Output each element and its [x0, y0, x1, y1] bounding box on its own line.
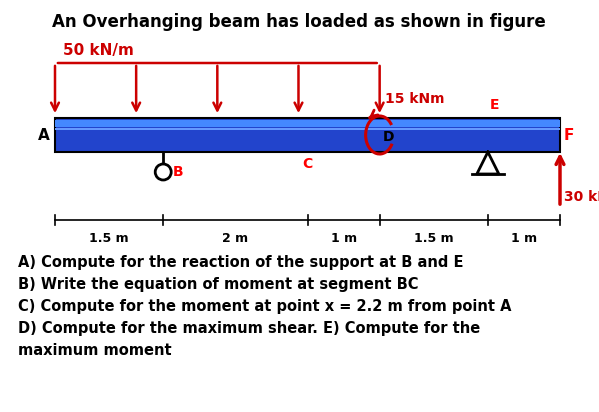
- Text: 15 kNm: 15 kNm: [385, 92, 444, 106]
- Text: D: D: [383, 130, 394, 144]
- Text: D) Compute for the maximum shear. E) Compute for the: D) Compute for the maximum shear. E) Com…: [18, 321, 480, 336]
- Text: B: B: [173, 165, 184, 179]
- Text: A) Compute for the reaction of the support at B and E: A) Compute for the reaction of the suppo…: [18, 255, 464, 270]
- Text: 1 m: 1 m: [511, 232, 537, 245]
- Text: maximum moment: maximum moment: [18, 343, 172, 358]
- Text: 1.5 m: 1.5 m: [414, 232, 453, 245]
- Text: C: C: [302, 157, 313, 171]
- Text: 50 kN/m: 50 kN/m: [63, 43, 134, 58]
- Text: F: F: [564, 127, 574, 143]
- Bar: [55, 120, 560, 127]
- Text: 1.5 m: 1.5 m: [89, 232, 129, 245]
- Bar: [55, 128, 560, 130]
- Text: 1 m: 1 m: [331, 232, 356, 245]
- Text: C) Compute for the moment at point x = 2.2 m from point A: C) Compute for the moment at point x = 2…: [18, 299, 512, 314]
- Text: An Overhanging beam has loaded as shown in figure: An Overhanging beam has loaded as shown …: [52, 13, 546, 31]
- Text: 30 kN: 30 kN: [564, 190, 599, 204]
- Text: A: A: [38, 127, 50, 143]
- Text: B) Write the equation of moment at segment BC: B) Write the equation of moment at segme…: [18, 277, 419, 292]
- Text: 2 m: 2 m: [222, 232, 249, 245]
- Text: E: E: [490, 98, 500, 112]
- Bar: [55, 118, 560, 152]
